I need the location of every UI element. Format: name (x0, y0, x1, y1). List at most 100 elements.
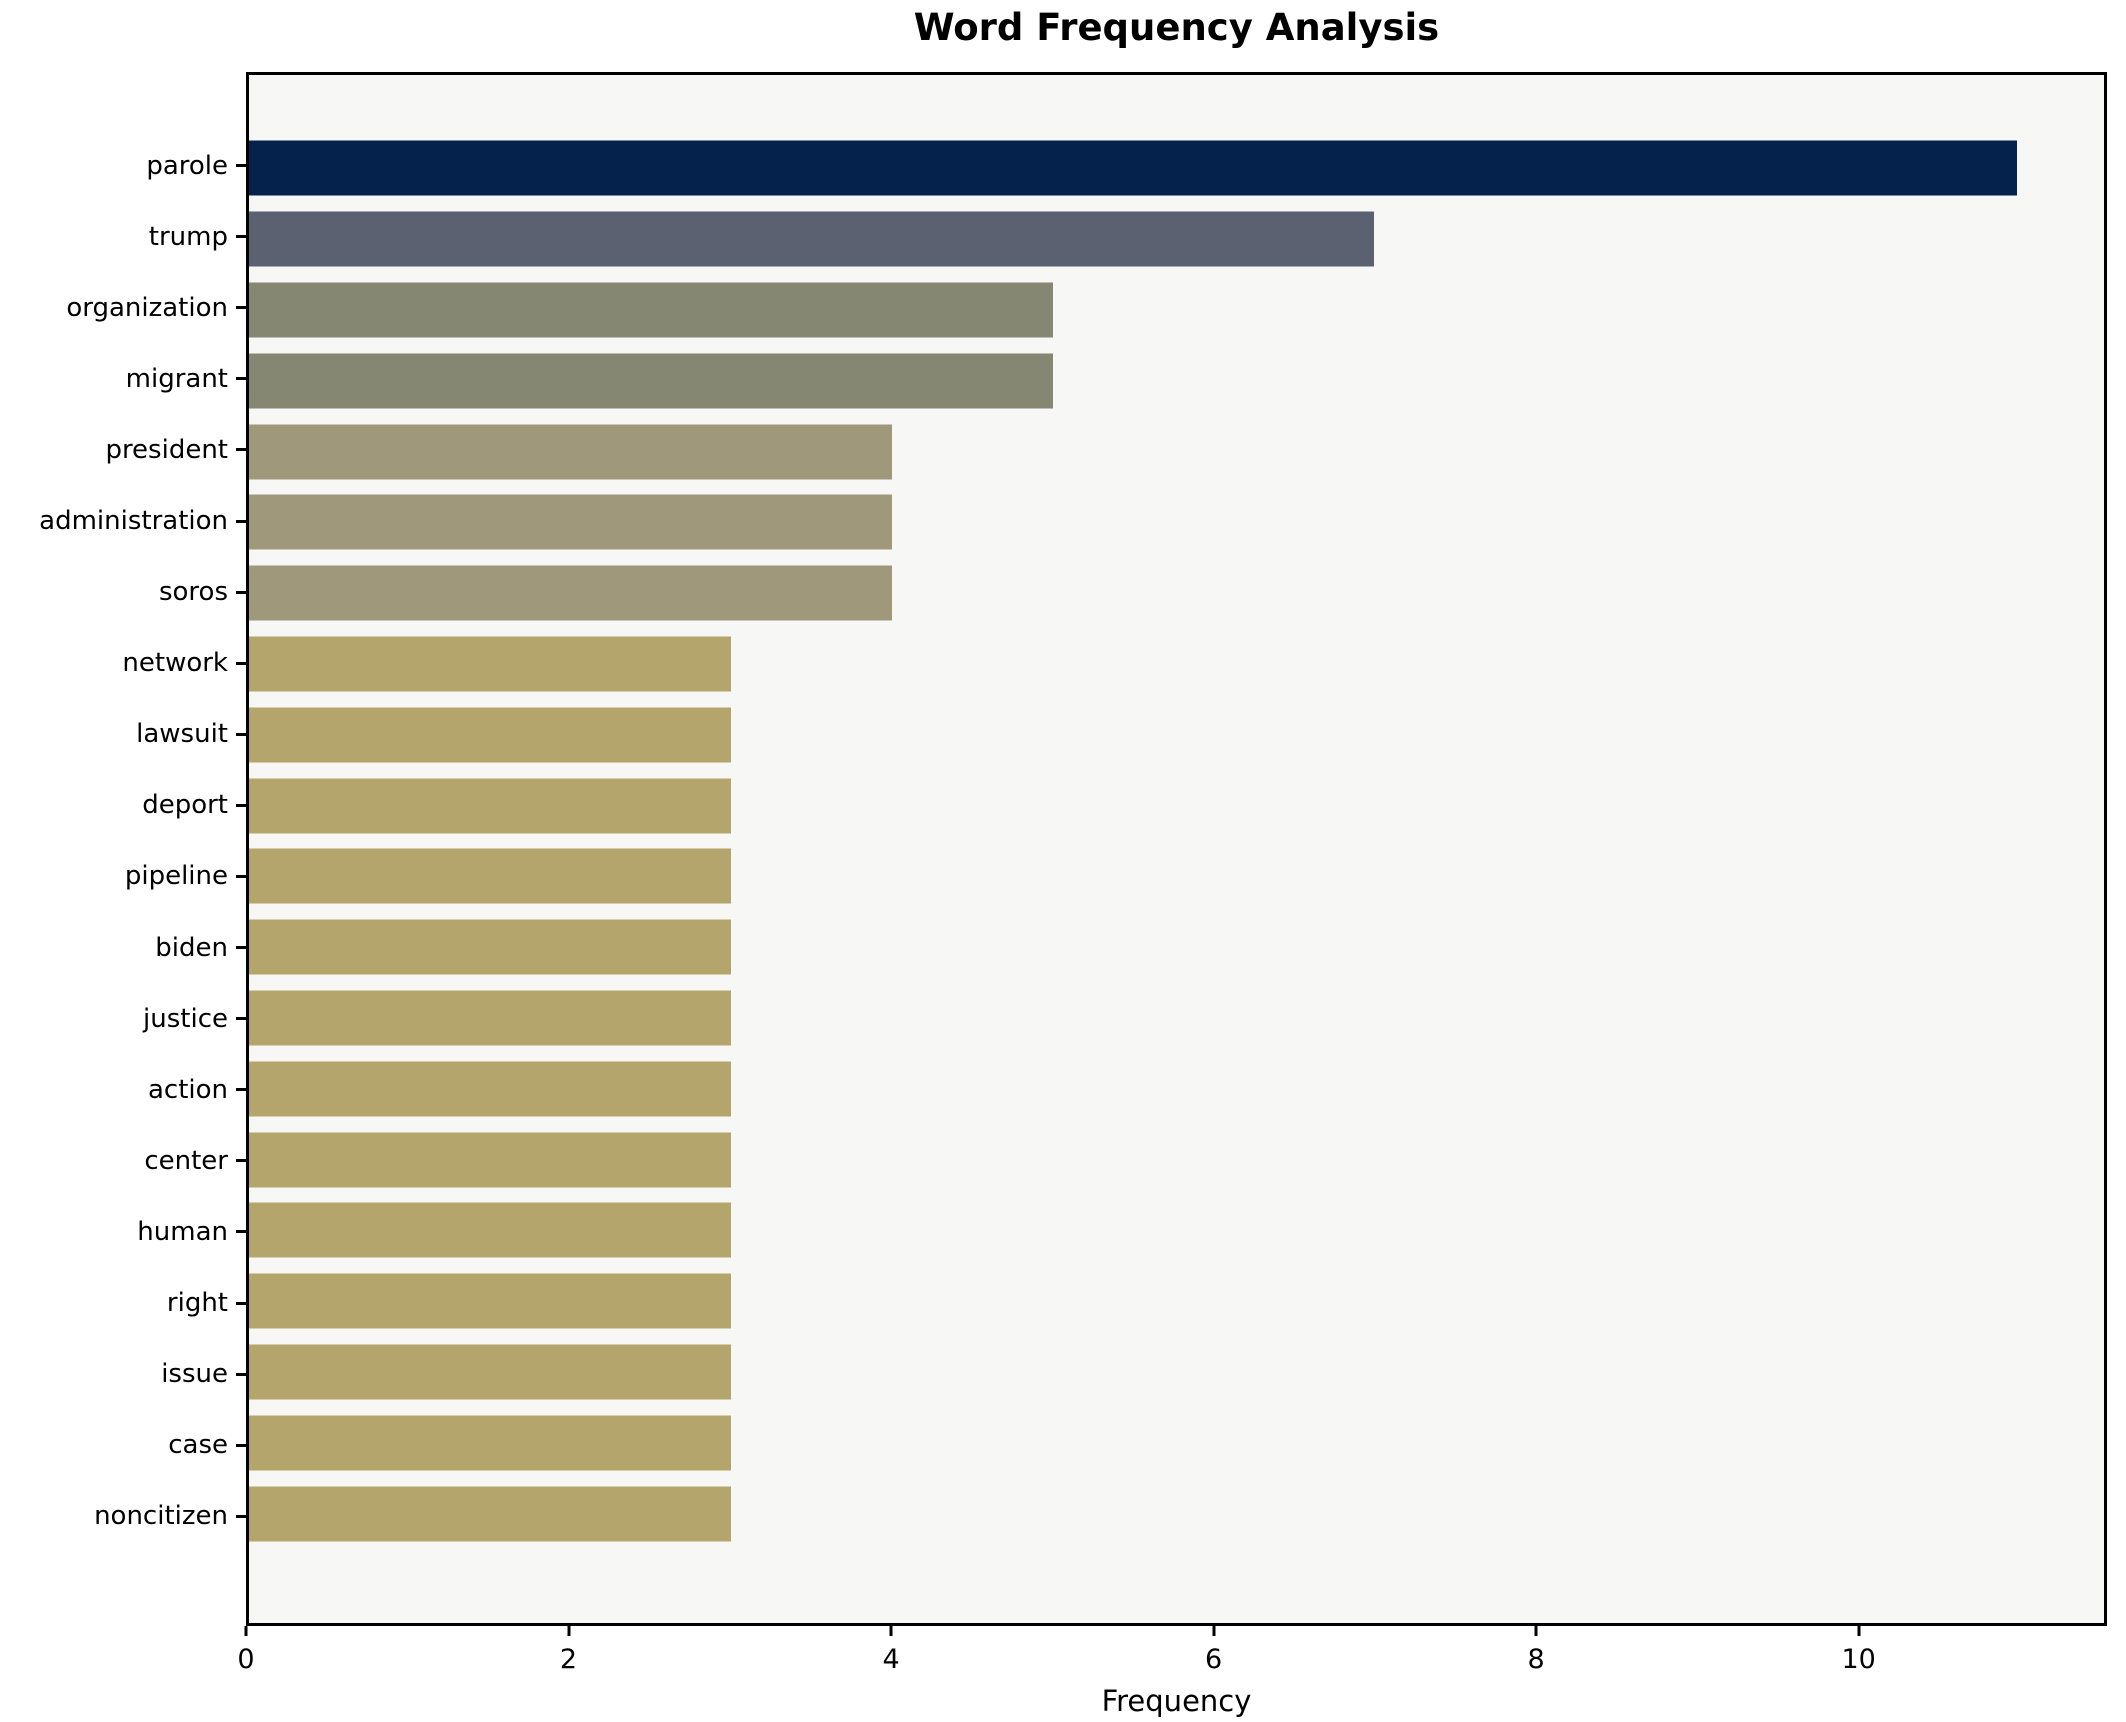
bar-row (249, 487, 2104, 558)
y-tick-label-justice: justice (143, 1003, 228, 1034)
bar-migrant (249, 353, 1053, 409)
bar-row (249, 1266, 2104, 1337)
y-tick-label-human: human (137, 1216, 228, 1247)
y-label-row: action (0, 1054, 246, 1125)
x-tick-mark (889, 1626, 893, 1636)
bar-center (249, 1132, 732, 1188)
x-tick-mark (567, 1626, 571, 1636)
x-axis-label: Frequency (1101, 1684, 1252, 1718)
y-tick-mark (236, 1301, 246, 1305)
bar-parole (249, 140, 2018, 196)
y-tick-mark (236, 235, 246, 239)
bar-right (249, 1273, 732, 1329)
y-tick-mark (236, 803, 246, 807)
y-label-row: justice (0, 983, 246, 1054)
y-tick-mark (236, 661, 246, 665)
bar-case (249, 1415, 732, 1471)
y-tick-label-trump: trump (148, 221, 228, 252)
bar-row (249, 1478, 2104, 1549)
bar-row (249, 1053, 2104, 1124)
y-label-row: trump (0, 201, 246, 272)
y-label-row: biden (0, 912, 246, 983)
bar-action (249, 1061, 732, 1117)
bar-president (249, 424, 892, 480)
y-tick-label-president: president (105, 434, 228, 465)
bar-row (249, 1124, 2104, 1195)
y-label-row: deport (0, 770, 246, 841)
x-tick-label-8: 8 (1527, 1644, 1545, 1675)
bar-justice (249, 990, 732, 1046)
bar-administration (249, 494, 892, 550)
y-tick-label-soros: soros (158, 577, 228, 608)
bar-row (249, 345, 2104, 416)
x-tick-label-0: 0 (237, 1644, 255, 1675)
y-tick-mark (236, 1017, 246, 1021)
y-label-row: network (0, 628, 246, 699)
y-tick-label-lawsuit: lawsuit (136, 719, 228, 750)
bar-row (249, 629, 2104, 700)
y-tick-mark (236, 1443, 246, 1447)
bar-trump (249, 211, 1375, 267)
y-label-row: soros (0, 557, 246, 628)
y-label-row: administration (0, 485, 246, 556)
bar-row (249, 1337, 2104, 1408)
y-tick-mark (236, 448, 246, 452)
y-tick-mark (236, 1159, 246, 1163)
bar-row (249, 770, 2104, 841)
chart-title: Word Frequency Analysis (913, 6, 1440, 49)
y-label-row: lawsuit (0, 699, 246, 770)
y-tick-mark (236, 874, 246, 878)
y-label-row: noncitizen (0, 1481, 246, 1552)
y-tick-label-biden: biden (155, 932, 228, 963)
y-tick-label-issue: issue (161, 1359, 228, 1390)
x-tick-label-4: 4 (882, 1644, 900, 1675)
y-tick-label-right: right (166, 1288, 228, 1319)
bar-row (249, 699, 2104, 770)
y-tick-mark (236, 306, 246, 310)
bar-noncitizen (249, 1486, 732, 1542)
x-tick-label-2: 2 (559, 1644, 578, 1675)
bar-biden (249, 919, 732, 975)
y-axis-labels: parole trump organization migrant president a… (0, 72, 246, 1626)
bar-row (249, 275, 2104, 346)
y-label-row: organization (0, 272, 246, 343)
bar-row (249, 983, 2104, 1054)
y-tick-mark (236, 1514, 246, 1518)
y-tick-label-pipeline: pipeline (124, 861, 228, 892)
y-tick-mark (236, 1230, 246, 1234)
bar-network (249, 636, 732, 692)
y-tick-mark (236, 1372, 246, 1376)
y-tick-label-parole: parole (146, 150, 228, 181)
y-label-row: issue (0, 1339, 246, 1410)
y-tick-mark (236, 946, 246, 950)
y-tick-mark (236, 590, 246, 594)
bar-issue (249, 1344, 732, 1400)
bar-row (249, 912, 2104, 983)
x-tick-label-10: 10 (1841, 1644, 1876, 1675)
bar-pipeline (249, 848, 732, 904)
bars-container (249, 75, 2104, 1623)
y-tick-mark (236, 164, 246, 168)
y-label-row: president (0, 414, 246, 485)
y-label-row: center (0, 1125, 246, 1196)
y-tick-label-center: center (144, 1145, 228, 1176)
y-tick-label-administration: administration (39, 506, 228, 537)
x-tick-mark (1534, 1626, 1538, 1636)
y-tick-label-migrant: migrant (125, 363, 228, 394)
bar-row (249, 416, 2104, 487)
bar-row (249, 841, 2104, 912)
y-tick-label-organization: organization (66, 292, 228, 323)
y-label-row: parole (0, 130, 246, 201)
y-tick-mark (236, 732, 246, 736)
x-tick-mark (1212, 1626, 1216, 1636)
bar-soros (249, 565, 892, 621)
x-tick-mark (1857, 1626, 1861, 1636)
bar-row (249, 558, 2104, 629)
y-tick-label-action: action (147, 1074, 228, 1105)
y-label-row: pipeline (0, 841, 246, 912)
y-label-row: right (0, 1268, 246, 1339)
bar-human (249, 1202, 732, 1258)
y-tick-mark (236, 377, 246, 381)
y-tick-label-network: network (122, 648, 228, 679)
